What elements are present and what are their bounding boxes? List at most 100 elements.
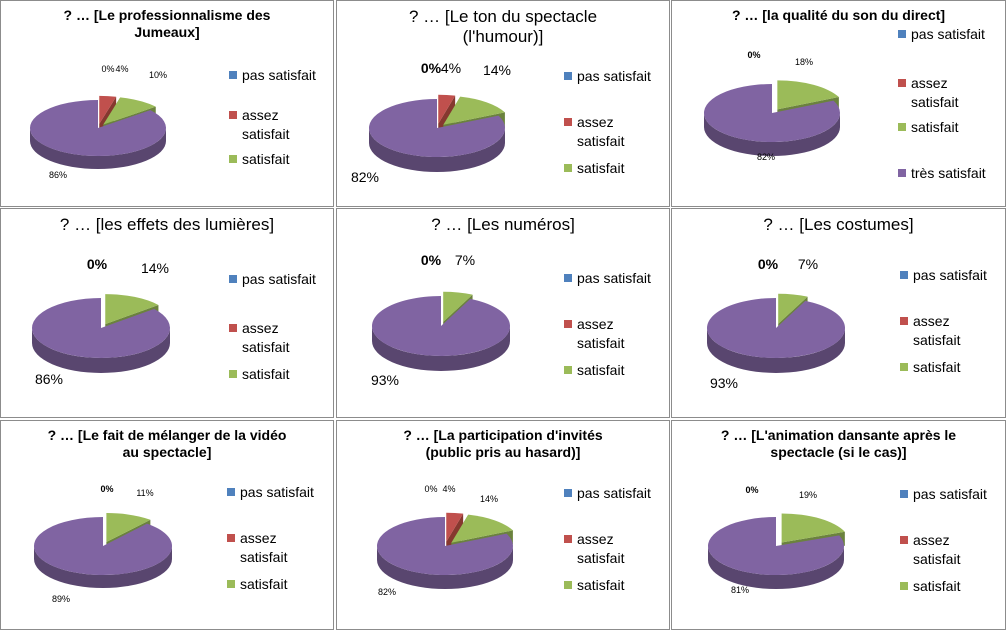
chart-panel: ? … [Les numéros] 0% 7% 93% pas satisfait ass… (336, 208, 670, 418)
legend-swatch (229, 111, 237, 119)
pie-slice (105, 294, 159, 325)
legend-swatch (898, 169, 906, 177)
chart-title: ? … [Les costumes] (672, 215, 1005, 235)
pie-slice (438, 94, 456, 124)
chart-legend: pas satisfait assez satisfait satisfait (564, 269, 669, 417)
legend-label: satisfait (240, 576, 288, 592)
chart-legend: pas satisfait assez satisfait satisfait (229, 270, 333, 417)
chart-title: ? … [Le professionnalisme des Jumeaux] (1, 7, 333, 41)
chart-panel: ? … [Les costumes] 0% 7% 93% pas satisfait as… (671, 208, 1006, 418)
pie-slice-side (34, 546, 172, 588)
legend-swatch (564, 164, 572, 172)
legend-label: pas satisfait (913, 267, 987, 283)
pie-slice (708, 517, 844, 575)
pie-slice (781, 513, 845, 543)
chart-title: ? … [Le ton du spectacle (l'humour)] (337, 7, 669, 48)
data-label: 86% (49, 170, 67, 180)
chart-title-line: (l'humour)] (462, 27, 544, 47)
pie-slice (29, 100, 166, 156)
pie-slice-side (32, 328, 170, 373)
chart-title-line: Jumeaux] (134, 23, 200, 40)
legend-label: assez satisfait (911, 75, 959, 110)
legend-swatch (564, 118, 572, 126)
pie-chart: 0% 18% 82% (704, 50, 840, 162)
chart-title: ? … [Les numéros] (337, 215, 669, 235)
legend-label: satisfait (913, 359, 961, 375)
data-label: 4% (115, 64, 128, 74)
legend-swatch (900, 490, 908, 498)
data-label: 19% (799, 490, 817, 500)
data-label: 14% (480, 494, 498, 504)
chart-title-line: ? … [Le professionnalisme des (63, 7, 271, 23)
legend-swatch (900, 271, 908, 279)
legend-label: assez satisfait (577, 531, 625, 566)
data-label: 0% (747, 50, 760, 60)
data-label: 93% (710, 375, 738, 391)
legend-swatch (898, 123, 906, 131)
legend-swatch (227, 580, 235, 588)
legend-label: assez satisfait (240, 530, 288, 565)
data-label: 82% (378, 587, 396, 597)
pie-slice (34, 517, 173, 575)
chart-legend: pas satisfait assez satisfait satisfait (564, 67, 669, 206)
chart-title-line: au spectacle] (122, 443, 212, 460)
pie-chart: 0% 7% 93% (371, 252, 511, 388)
chart-panel: ? … [Le fait de mélanger de la vidéo au s… (0, 420, 334, 630)
legend-label: assez satisfait (242, 320, 290, 355)
pie-slice-side (30, 128, 166, 169)
pie-slice (443, 96, 505, 125)
data-label: 0% (100, 484, 113, 494)
pie-slice (704, 84, 840, 142)
legend-label: pas satisfait (242, 271, 316, 287)
legend-swatch (564, 535, 572, 543)
pie-slice-side (708, 546, 844, 589)
data-label: 89% (52, 594, 70, 604)
chart-panel: ? … [La participation d'invités (public p… (336, 420, 670, 630)
pie-slice-side (372, 326, 510, 371)
data-label: 4% (441, 60, 461, 76)
pie-slice (106, 513, 151, 543)
pie-slice (372, 296, 511, 356)
data-label: 14% (141, 260, 169, 276)
chart-panel: ? … [les effets des lumières] 0% 14% 86% pas… (0, 208, 334, 418)
pie-slice (778, 293, 808, 324)
data-label: 7% (455, 252, 475, 268)
pie-slice (443, 291, 473, 322)
chart-panel: ? … [L'animation dansante après le specta… (671, 420, 1006, 630)
legend-swatch (564, 581, 572, 589)
pie-slice-side (377, 546, 513, 589)
legend-label: satisfait (913, 578, 961, 594)
legend-label: assez satisfait (577, 114, 625, 149)
pie-slice (707, 298, 845, 358)
data-label: 0% (758, 256, 779, 272)
legend-label: très satisfait (911, 165, 986, 181)
pie-slice-side (707, 328, 845, 373)
legend-swatch (564, 274, 572, 282)
chart-title: ? … [la qualité du son du direct] (672, 7, 1005, 24)
pie-slice (32, 298, 171, 358)
chart-panel: ? … [Le ton du spectacle (l'humour)] 0% 4% 1… (336, 0, 670, 207)
data-label: 82% (351, 169, 379, 185)
legend-label: satisfait (577, 362, 625, 378)
legend-label: pas satisfait (240, 484, 314, 500)
chart-title-line: ? … [Les numéros] (431, 215, 575, 234)
chart-title-line: ? … [Le ton du spectacle (408, 7, 598, 26)
data-label: 0% (421, 252, 442, 268)
pie-chart: 0% 4% 10% 86% (29, 64, 167, 180)
chart-legend: pas satisfait assez satisfait satisfait très… (898, 25, 1005, 206)
data-label: 0% (421, 60, 442, 76)
chart-legend: pas satisfait assez satisfait satisfait (229, 66, 333, 206)
chart-title-line: spectacle (si le cas)] (770, 443, 907, 460)
data-label: 4% (442, 484, 455, 494)
legend-label: satisfait (577, 577, 625, 593)
legend-swatch (564, 489, 572, 497)
chart-title-line: ? … [L'animation dansante après le (720, 427, 957, 443)
legend-label: satisfait (577, 160, 625, 176)
chart-title-line: ? … [Les costumes] (763, 215, 914, 234)
data-label: 81% (731, 585, 749, 595)
pie-slice (777, 80, 839, 110)
data-label: 0% (424, 484, 437, 494)
pie-slice (103, 97, 156, 125)
data-label: 0% (745, 485, 758, 495)
legend-swatch (900, 317, 908, 325)
